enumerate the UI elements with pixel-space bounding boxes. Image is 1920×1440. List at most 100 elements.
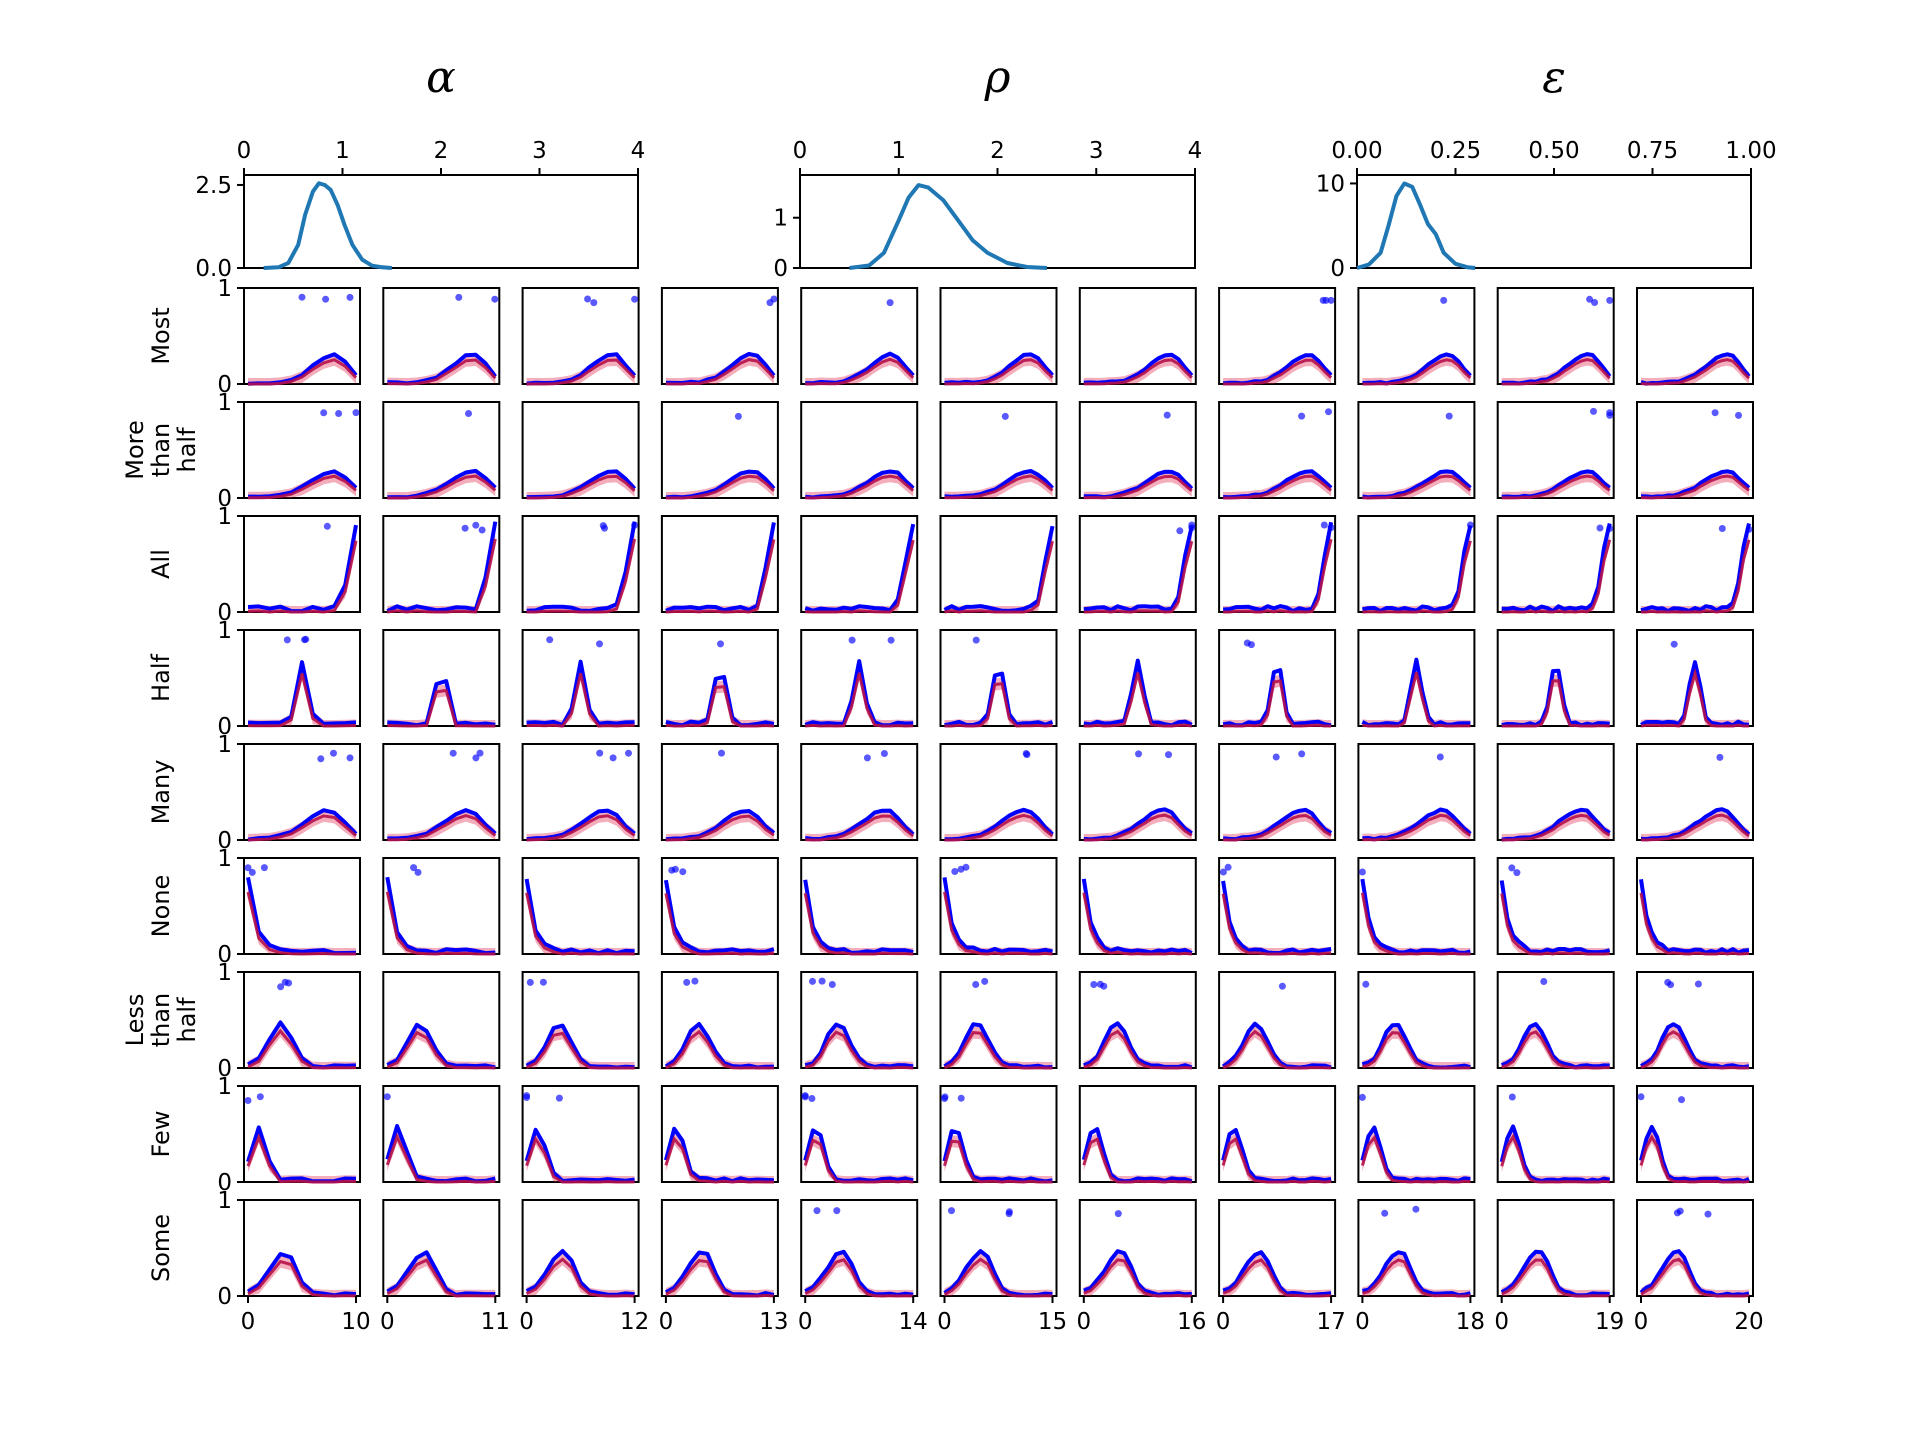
predicted-band [1641,1253,1749,1296]
outlier-point [1165,751,1172,759]
predicted-line [1361,1258,1471,1298]
row-some: Some 0 1 [147,1188,1754,1310]
outlier-point [717,640,724,648]
panel-frame [800,401,919,499]
predicted-line [1223,358,1333,386]
panel-many-12 [521,743,640,842]
panel-some-20 [1636,1199,1754,1298]
panel-some-12 [521,1199,640,1298]
x-tick-label: 20 [1734,1309,1763,1335]
panel-frame [800,287,919,385]
panel-some-11 [382,1199,501,1298]
observed-line [663,879,775,955]
panel-frame [1496,629,1615,727]
predicted-line [944,682,1053,728]
panel-none-18 [1357,857,1476,956]
predicted-line [1223,813,1332,842]
panel-frame [1496,971,1615,1069]
outlier-point [1716,753,1724,761]
predicted-band [1362,1131,1471,1182]
observed-line [1500,1022,1610,1070]
predicted-line [1501,1258,1610,1298]
predicted-line [943,1139,1053,1184]
panel-many-17 [1218,743,1337,842]
predicted-line [804,1030,914,1070]
predicted-line [526,474,636,500]
outlier-point [1606,525,1614,532]
outlier-point [596,749,604,757]
x-tick-label: 4 [631,138,646,164]
panel-frame [1636,287,1754,385]
row-label-line: More [121,420,149,480]
x-tick-label: 15 [1038,1309,1067,1335]
panel-most-13 [660,287,779,386]
predicted-line [1501,1030,1610,1070]
observed-line [247,660,357,726]
outlier-point [322,295,330,303]
panel-some-18 [1357,1199,1476,1298]
panel-all-12 [521,515,640,614]
panel-all-13 [660,515,779,614]
panel-all-11 [382,515,501,614]
observed-line [1081,878,1193,955]
y-tick-label: 0 [217,1056,232,1082]
observed-line [1083,525,1194,613]
outlier-point [244,1097,252,1104]
panel-more-than-half-14 [800,401,919,500]
panel-frame [1078,287,1197,385]
panel-frame [660,401,779,499]
predicted-line [525,1135,635,1184]
y-tick-label: 0 [217,1170,232,1196]
x-tick-label: 2 [434,138,449,164]
outlier-point [941,1093,949,1101]
predicted-line [247,814,357,842]
predicted-line [805,814,915,842]
panel-frame [939,629,1058,727]
predicted-line [248,474,357,500]
outlier-point [631,521,639,529]
x-tick-label: 19 [1595,1309,1624,1335]
predicted-line [525,1031,635,1070]
outlier-point [1325,408,1332,416]
outlier-point [1188,521,1196,529]
y-tick-label: 10 [1316,171,1345,197]
outlier-point [1327,296,1335,304]
row-label: Half [147,654,175,702]
quantifier-small-multiples: Most01Morethanhalf01All01Half01Many01Non… [121,276,1764,1335]
panel-many-10 [243,743,361,842]
outlier-point [539,978,547,986]
outlier-point [981,977,989,985]
panel-frame [1496,401,1615,499]
panel-frame [382,629,501,727]
panel-frame [243,743,361,841]
outlier-point [584,295,592,303]
panel-frame [243,1199,361,1297]
observed-line [1360,878,1471,955]
outlier-point [1586,295,1594,303]
observed-line [1362,807,1472,842]
panel-more-than-half-19 [1496,401,1615,500]
panel-frame [1078,971,1197,1069]
panel-less-than-half-12 [521,971,640,1070]
predicted-line [387,814,497,842]
outlier-point [1718,525,1726,532]
predicted-line [247,673,357,728]
outlier-point [1278,982,1286,990]
panel-frame [243,287,361,385]
observed-line [1501,523,1612,614]
panel-many-19 [1496,743,1615,842]
outlier-point [478,526,486,534]
y-tick-label: 0 [217,828,232,854]
panel-frame [939,401,1058,499]
row-none: None 0 1 [147,846,1754,968]
row-label-line: Many [147,760,175,825]
panel-most-16 [1078,287,1197,386]
observed-line [1639,1125,1750,1184]
panel-half-12 [521,629,640,728]
predicted-line [1083,358,1193,386]
predicted-line [1083,474,1193,500]
outlier-point [1591,299,1599,306]
panel-none-14 [800,857,919,956]
panel-some-16 [1078,1199,1197,1298]
outlier-point [1163,411,1171,419]
